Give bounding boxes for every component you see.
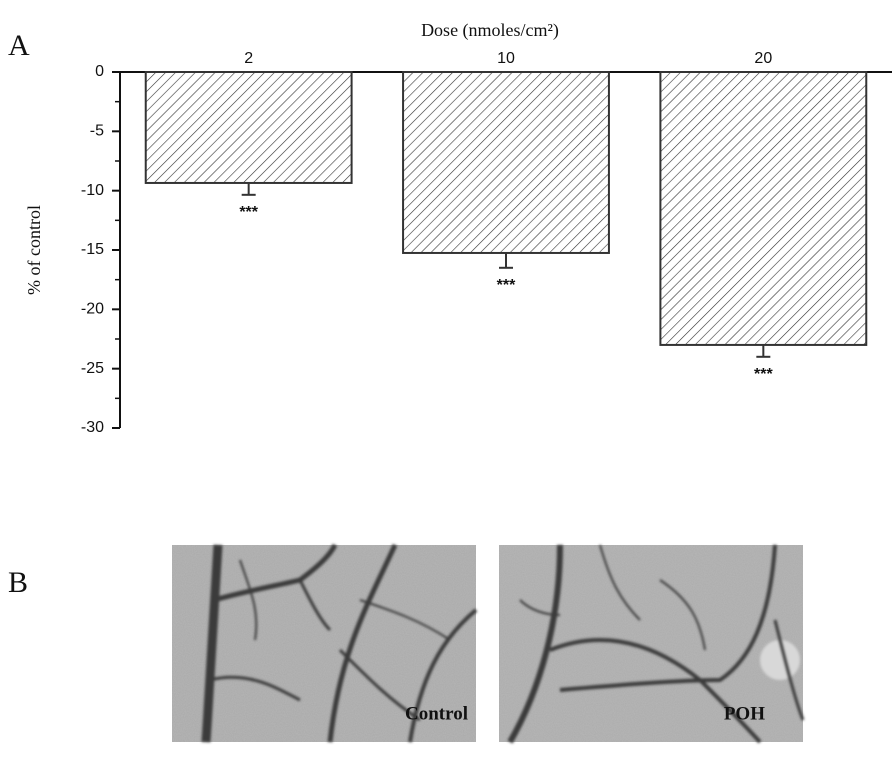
- y-tick-label: -25: [81, 360, 104, 377]
- y-tick-label: -10: [81, 182, 104, 199]
- panel-label: B: [8, 566, 28, 599]
- y-tick-label: -30: [81, 419, 104, 436]
- bar: [659, 71, 868, 346]
- x-axis-title: Dose (nmoles/cm²): [421, 20, 559, 41]
- y-tick-label: -15: [81, 241, 104, 258]
- panel-label: A: [8, 29, 30, 62]
- significance-label: ***: [239, 204, 258, 221]
- significance-label: ***: [754, 366, 773, 383]
- x-tick-label: 2: [244, 50, 253, 67]
- y-axis-title: % of control: [24, 205, 44, 295]
- image-label: POH: [724, 703, 765, 724]
- significance-label: ***: [497, 277, 516, 294]
- x-tick-label: 20: [754, 50, 772, 67]
- y-tick-label: -5: [90, 123, 104, 140]
- image-label: Control: [405, 703, 468, 724]
- y-tick-label: 0: [95, 63, 104, 80]
- bar: [144, 71, 353, 184]
- y-tick-label: -20: [81, 301, 104, 318]
- bar: [402, 71, 610, 254]
- photo: [172, 543, 805, 744]
- x-tick-label: 10: [497, 50, 515, 67]
